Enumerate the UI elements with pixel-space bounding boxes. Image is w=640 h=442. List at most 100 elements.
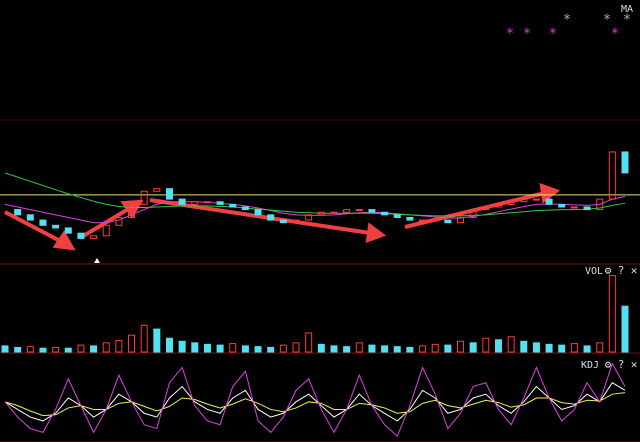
volume-bar — [507, 336, 515, 353]
star-marker: * — [611, 26, 619, 42]
candle — [355, 209, 363, 212]
candle — [520, 198, 528, 203]
volume-bar — [330, 345, 338, 353]
volume-bar — [102, 342, 110, 353]
volume-bar — [14, 346, 22, 353]
volume-bar — [115, 340, 123, 353]
volume-bar — [216, 344, 224, 353]
volume-bar — [254, 346, 262, 353]
volume-bar — [39, 347, 47, 353]
candle — [14, 209, 22, 216]
candle — [431, 219, 439, 222]
candle — [482, 206, 490, 211]
volume-bar — [165, 337, 173, 353]
star-marker: * — [523, 26, 531, 42]
ma-line — [4, 196, 626, 224]
volume-bar — [128, 334, 136, 353]
volume-bar — [90, 345, 98, 353]
star-marker: * — [623, 12, 631, 28]
candle — [64, 227, 72, 234]
candle — [128, 203, 136, 218]
candle — [570, 206, 578, 209]
panel-icon: ⚙ — [605, 358, 612, 371]
marker-triangle — [94, 258, 100, 263]
candle — [102, 224, 110, 237]
candle — [191, 201, 199, 205]
candle — [368, 209, 376, 213]
candle — [507, 201, 515, 205]
volume-bar — [444, 344, 452, 353]
candle — [469, 209, 477, 218]
volume-bar — [368, 344, 376, 353]
volume-bar — [140, 324, 148, 353]
panel-icon: ⚙ — [605, 264, 612, 277]
volume-bar — [153, 328, 161, 353]
volume-bar — [621, 305, 629, 353]
volume-bar — [520, 340, 528, 353]
candle — [583, 206, 591, 211]
star-marker: * — [549, 26, 557, 42]
candle — [26, 214, 34, 221]
volume-bar — [494, 339, 502, 353]
panel-icon: ? — [618, 358, 625, 371]
volume-bar — [241, 345, 249, 353]
candle — [494, 203, 502, 208]
star-marker: * — [506, 26, 514, 42]
candle — [317, 211, 325, 216]
candle — [532, 198, 540, 201]
candle — [39, 219, 47, 226]
vol-label: VOL — [585, 266, 603, 277]
kdj-line — [4, 382, 626, 422]
panel-icon: ? — [618, 264, 625, 277]
volume-bar — [203, 343, 211, 353]
panel-icon: ✕ — [631, 358, 638, 371]
candle — [343, 209, 351, 213]
candle — [558, 203, 566, 208]
candle — [393, 214, 401, 218]
candle — [305, 214, 313, 221]
volume-bar — [469, 342, 477, 353]
volume-bar — [317, 343, 325, 353]
candle — [444, 219, 452, 224]
volume-bar — [305, 332, 313, 353]
ma-label: MA — [621, 4, 633, 15]
volume-bar — [178, 340, 186, 353]
candle — [419, 219, 427, 222]
candle — [254, 209, 262, 216]
candle — [406, 216, 414, 221]
volume-bar — [1, 345, 9, 353]
volume-bar — [457, 340, 465, 353]
candle — [178, 198, 186, 205]
volume-bar — [482, 337, 490, 353]
volume-bar — [608, 275, 616, 353]
candle — [203, 201, 211, 204]
candle — [621, 151, 629, 174]
volume-bar — [229, 343, 237, 353]
volume-bar — [570, 343, 578, 353]
volume-bar — [191, 342, 199, 353]
candle — [140, 190, 148, 205]
candle — [52, 224, 60, 229]
volume-bar — [279, 344, 287, 353]
candle — [115, 216, 123, 226]
volume-bar — [355, 342, 363, 353]
star-marker: * — [603, 12, 611, 28]
volume-bar — [267, 346, 275, 353]
volume-bar — [431, 343, 439, 353]
volume-bar — [393, 346, 401, 353]
ma-line — [4, 172, 626, 217]
volume-bar — [596, 342, 604, 353]
candle — [153, 188, 161, 192]
volume-bar — [292, 342, 300, 353]
volume-bar — [406, 346, 414, 353]
candle — [608, 151, 616, 200]
candle — [216, 201, 224, 205]
kdj-line — [4, 392, 626, 417]
volume-bar — [26, 346, 34, 353]
volume-bar — [64, 347, 72, 353]
candle — [292, 219, 300, 224]
candle — [241, 206, 249, 211]
kdj-line — [4, 362, 626, 438]
volume-bar — [545, 343, 553, 353]
